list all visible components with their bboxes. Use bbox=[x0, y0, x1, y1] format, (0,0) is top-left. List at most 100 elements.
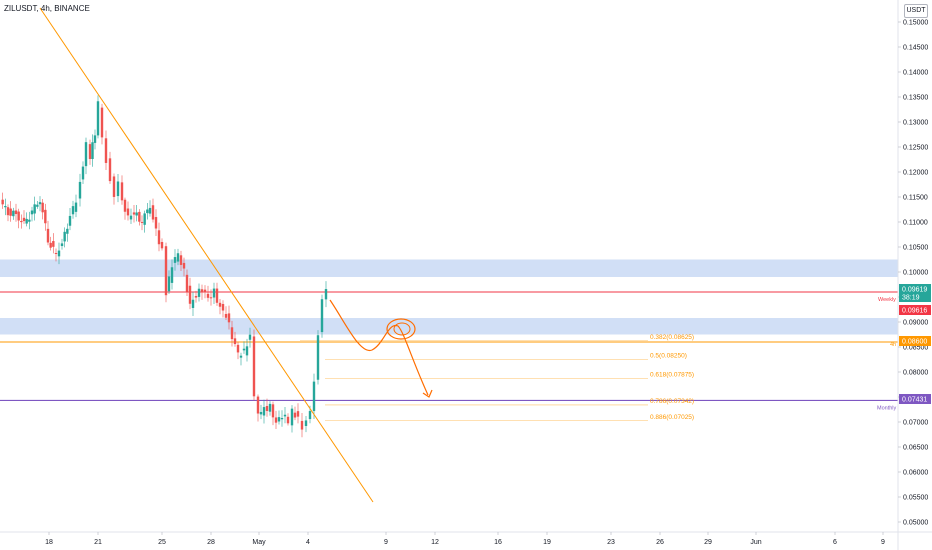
candle[interactable] bbox=[135, 212, 138, 216]
candle[interactable] bbox=[74, 202, 78, 212]
candle[interactable] bbox=[57, 250, 61, 257]
candle[interactable] bbox=[188, 285, 192, 304]
candle[interactable] bbox=[290, 408, 294, 426]
currency-button[interactable]: USDT bbox=[904, 4, 928, 18]
candle[interactable] bbox=[81, 166, 85, 180]
candle[interactable] bbox=[54, 252, 58, 254]
candle[interactable] bbox=[6, 207, 10, 216]
candle[interactable] bbox=[212, 288, 216, 298]
candle[interactable] bbox=[84, 142, 88, 167]
candle[interactable] bbox=[206, 293, 210, 298]
candle[interactable] bbox=[245, 346, 249, 356]
candle[interactable] bbox=[218, 302, 222, 307]
candle[interactable] bbox=[160, 241, 164, 249]
candle[interactable] bbox=[277, 417, 281, 422]
candle[interactable] bbox=[262, 407, 266, 416]
candle[interactable] bbox=[138, 211, 141, 222]
candle[interactable] bbox=[148, 207, 152, 214]
candle[interactable] bbox=[14, 210, 18, 215]
candle[interactable] bbox=[100, 107, 104, 138]
candle[interactable] bbox=[197, 288, 201, 297]
candle[interactable] bbox=[126, 208, 130, 216]
candle[interactable] bbox=[221, 303, 225, 311]
candle[interactable] bbox=[304, 420, 308, 426]
candle[interactable] bbox=[123, 199, 127, 212]
candle[interactable] bbox=[203, 289, 207, 293]
candle[interactable] bbox=[12, 210, 15, 217]
candle[interactable] bbox=[44, 209, 47, 224]
candle[interactable] bbox=[179, 255, 183, 265]
candle[interactable] bbox=[227, 313, 231, 323]
candle[interactable] bbox=[300, 420, 304, 430]
supply-zone-0[interactable] bbox=[0, 259, 898, 278]
candle[interactable] bbox=[293, 412, 297, 418]
candle[interactable] bbox=[151, 205, 155, 220]
candle[interactable] bbox=[224, 313, 228, 318]
candle[interactable] bbox=[129, 215, 133, 220]
candle[interactable] bbox=[274, 417, 278, 423]
candle[interactable] bbox=[30, 210, 34, 215]
candle[interactable] bbox=[143, 213, 146, 225]
candle[interactable] bbox=[182, 262, 186, 269]
candle[interactable] bbox=[296, 411, 300, 417]
candle[interactable] bbox=[63, 231, 66, 242]
candle[interactable] bbox=[66, 228, 69, 234]
candle[interactable] bbox=[312, 381, 316, 412]
candle[interactable] bbox=[233, 338, 237, 345]
candle[interactable] bbox=[60, 243, 64, 247]
candle[interactable] bbox=[248, 334, 252, 340]
candle[interactable] bbox=[157, 230, 161, 245]
candle[interactable] bbox=[96, 101, 100, 136]
price-axis[interactable] bbox=[899, 0, 932, 532]
candle[interactable] bbox=[132, 212, 136, 215]
projection-path[interactable] bbox=[329, 299, 429, 396]
candle[interactable] bbox=[9, 208, 12, 216]
candle[interactable] bbox=[173, 257, 177, 263]
candle[interactable] bbox=[71, 206, 75, 215]
candle[interactable] bbox=[239, 355, 243, 358]
candle[interactable] bbox=[33, 204, 36, 214]
candle[interactable] bbox=[146, 209, 149, 214]
candle[interactable] bbox=[191, 299, 195, 308]
candle[interactable] bbox=[17, 211, 20, 221]
candle[interactable] bbox=[259, 411, 263, 415]
candle[interactable] bbox=[91, 142, 94, 160]
candle[interactable] bbox=[41, 202, 44, 213]
candle[interactable] bbox=[112, 176, 116, 197]
candle[interactable] bbox=[36, 204, 39, 207]
candle[interactable] bbox=[4, 206, 7, 208]
candle[interactable] bbox=[25, 218, 28, 224]
candle[interactable] bbox=[104, 138, 108, 163]
candle[interactable] bbox=[283, 414, 287, 417]
candle[interactable] bbox=[154, 217, 158, 229]
candle[interactable] bbox=[265, 406, 269, 412]
candle[interactable] bbox=[22, 217, 26, 222]
trendline[interactable] bbox=[39, 7, 374, 503]
candle[interactable] bbox=[200, 289, 204, 292]
candle[interactable] bbox=[320, 299, 324, 333]
candle[interactable] bbox=[1, 199, 4, 205]
candle[interactable] bbox=[324, 289, 328, 300]
candle[interactable] bbox=[170, 267, 174, 283]
candle[interactable] bbox=[209, 297, 213, 299]
candle[interactable] bbox=[88, 144, 92, 159]
candle[interactable] bbox=[78, 181, 82, 199]
candle[interactable] bbox=[256, 396, 260, 414]
candle[interactable] bbox=[167, 276, 171, 292]
candle[interactable] bbox=[271, 404, 275, 418]
candle[interactable] bbox=[164, 246, 168, 296]
candle[interactable] bbox=[252, 336, 256, 397]
candle[interactable] bbox=[52, 241, 55, 247]
candle[interactable] bbox=[316, 335, 320, 380]
candle[interactable] bbox=[46, 228, 50, 243]
supply-zone-1[interactable] bbox=[0, 318, 898, 335]
candle[interactable] bbox=[268, 403, 272, 412]
candle[interactable] bbox=[242, 348, 246, 351]
candle[interactable] bbox=[28, 219, 31, 222]
candle[interactable] bbox=[20, 221, 23, 223]
candle[interactable] bbox=[38, 202, 42, 205]
candle[interactable] bbox=[236, 344, 240, 353]
candle[interactable] bbox=[68, 215, 72, 226]
